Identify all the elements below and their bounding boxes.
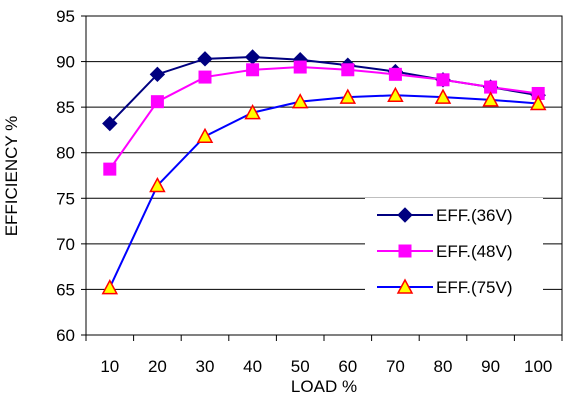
data-point-series-2: [341, 63, 355, 77]
data-point-series-3: [291, 93, 309, 109]
data-point-series-3: [339, 88, 357, 104]
data-point-series-3: [244, 104, 261, 120]
y-tick-label: 75: [56, 189, 75, 208]
x-tick-label: 60: [338, 357, 357, 376]
legend-label: EFF.(36V): [436, 206, 513, 225]
data-point-series-1: [149, 66, 166, 83]
data-point-series-3: [387, 86, 404, 103]
data-point-series-2: [246, 63, 260, 77]
y-tick-label: 95: [56, 7, 75, 26]
y-tick-label: 65: [56, 280, 75, 299]
data-point-series-1: [197, 51, 213, 67]
data-point-series-2: [103, 162, 117, 176]
x-tick-label: 50: [291, 357, 310, 376]
series-line-3: [108, 94, 539, 289]
data-point-series-2: [436, 73, 450, 87]
y-tick-label: 90: [56, 53, 75, 72]
x-tick-label: 30: [196, 357, 215, 376]
y-axis-tick-labels: 60 65 70 75 80 85 90 95: [56, 7, 75, 345]
x-tick-label: 80: [434, 357, 453, 376]
legend-marker: [396, 278, 414, 294]
data-point-series-3: [101, 279, 119, 295]
x-tick-label: 40: [243, 357, 262, 376]
series-markers: [101, 49, 547, 295]
y-tick-label: 80: [56, 144, 75, 163]
x-tick-label: 70: [386, 357, 405, 376]
y-tick-label: 70: [56, 235, 75, 254]
series-lines: [108, 56, 539, 289]
data-point-series-3: [149, 176, 166, 193]
data-point-series-3: [196, 127, 214, 144]
data-point-series-3: [482, 91, 499, 107]
legend-marker: [397, 207, 413, 223]
legend: EFF.(36V) EFF.(48V) EFF.(75V): [365, 198, 543, 302]
legend-label: EFF.(48V): [436, 242, 513, 261]
x-tick-label: 100: [524, 357, 552, 376]
x-tick-label: 10: [100, 357, 119, 376]
data-point-series-2: [293, 60, 307, 74]
x-tick-label: 20: [148, 357, 167, 376]
axis-ticks: [81, 15, 563, 341]
data-point-series-2: [198, 70, 212, 84]
x-tick-label: 90: [481, 357, 500, 376]
y-axis-title: EFFICIENCY %: [2, 116, 21, 237]
legend-marker: [398, 244, 412, 258]
data-point-series-3: [434, 88, 452, 104]
data-point-series-3: [529, 94, 547, 111]
data-point-series-2: [150, 95, 164, 109]
series-line-2: [108, 66, 539, 170]
data-point-series-2: [388, 67, 402, 81]
data-point-series-1: [102, 115, 118, 132]
y-tick-label: 60: [56, 326, 75, 345]
legend-label: EFF.(75V): [436, 278, 513, 297]
x-axis-tick-labels: 10 20 30 40 50 60 70 80 90 100: [100, 357, 552, 376]
x-axis-title: LOAD %: [291, 377, 357, 396]
y-tick-label: 85: [56, 98, 75, 117]
